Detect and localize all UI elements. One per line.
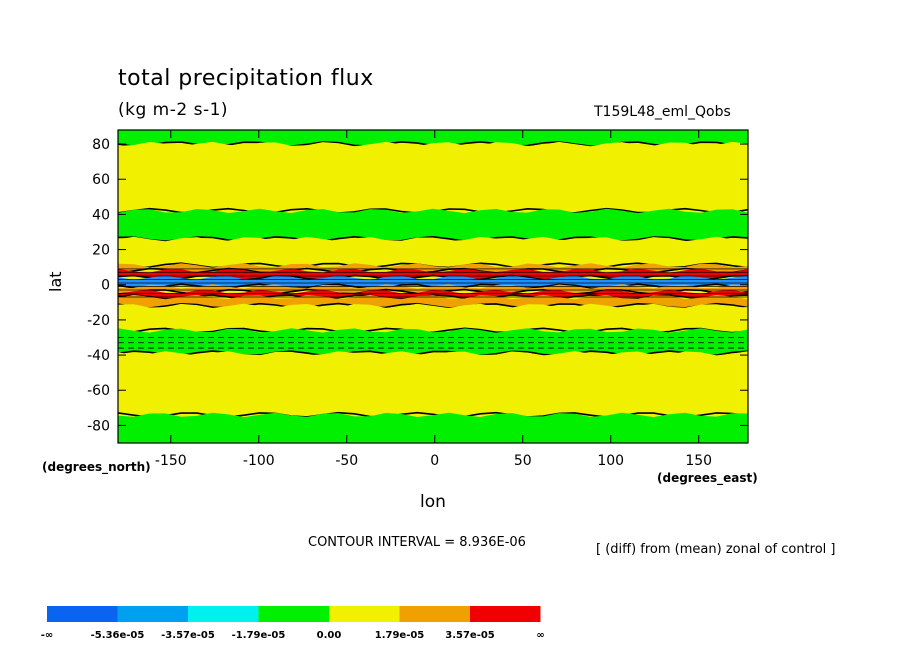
x-tick-label: -150: [155, 453, 187, 469]
band-green-0: [118, 130, 748, 147]
x-tick-label: -50: [335, 453, 358, 469]
band-green-13: [118, 412, 748, 443]
y-tick-label: -60: [87, 383, 110, 399]
chart-units: (kg m-2 s-1): [118, 100, 229, 120]
chart-title: total precipitation flux: [118, 66, 374, 91]
x-tick-label: -100: [243, 453, 275, 469]
plot-frame: [117, 129, 749, 444]
y-axis-label: lat: [46, 271, 65, 292]
x-tick-label: 100: [597, 453, 624, 469]
y-tick-label: 0: [101, 278, 110, 294]
y-tick-label: -20: [87, 313, 110, 329]
y-tick-label: 60: [92, 172, 110, 188]
y-tick-label: -80: [87, 418, 110, 434]
y-unit-label: (degrees_north): [42, 460, 151, 474]
contour-line-2: [117, 235, 749, 243]
run-label: T159L48_eml_Qobs: [594, 104, 731, 120]
y-tick-label: 80: [92, 137, 110, 153]
x-unit-label: (degrees_east): [657, 471, 758, 485]
y-tick-label: -40: [87, 348, 110, 364]
band-red-5: [118, 268, 748, 280]
band-green-11: [118, 328, 748, 356]
x-tick-label: 50: [514, 453, 532, 469]
contour-interval: CONTOUR INTERVAL = 8.936E-06: [308, 535, 526, 550]
diff-note: [ (diff) from (mean) zonal of control ]: [596, 542, 836, 557]
y-tick-label: 20: [92, 243, 110, 259]
y-tick-label: 40: [92, 207, 110, 223]
band-yellow-3: [118, 236, 748, 268]
band-green-2: [118, 208, 748, 242]
x-axis-label: lon: [420, 492, 446, 512]
band-yellow-10: [118, 303, 748, 333]
band-yellow-12: [118, 351, 748, 418]
x-tick-label: 0: [430, 453, 439, 469]
x-tick-label: 150: [685, 453, 712, 469]
band-yellow-1: [118, 141, 748, 214]
